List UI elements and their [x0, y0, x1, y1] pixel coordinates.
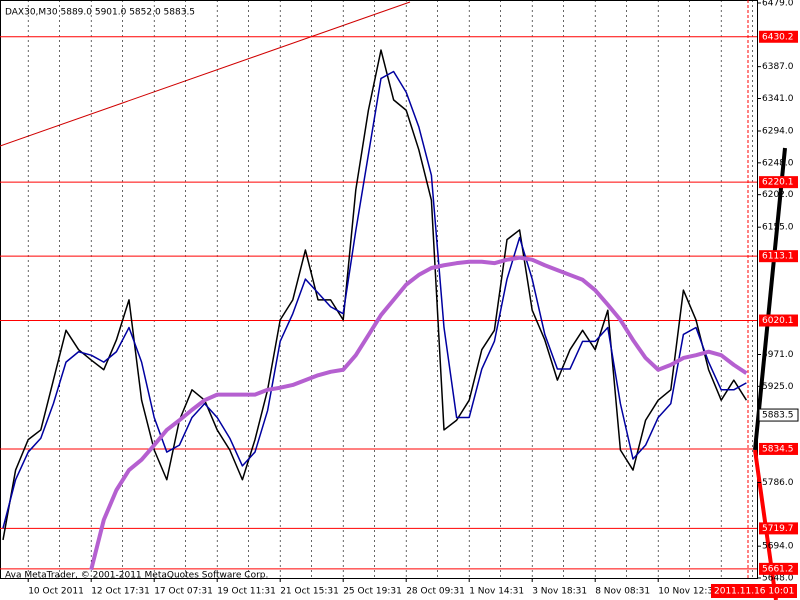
trend-line — [0, 1, 411, 147]
level-label-bg — [759, 30, 798, 43]
x-tick-label: 19 Oct 11:31 — [217, 587, 276, 597]
y-tick-label: 6479.0 — [762, 0, 794, 9]
level-label-bg — [759, 442, 798, 455]
level-label: 6020.1 — [762, 316, 794, 326]
x-tick-label: 21 Oct 15:31 — [280, 587, 339, 597]
level-label: 6113.1 — [762, 252, 794, 262]
y-tick-label: 5648.0 — [762, 574, 794, 584]
grid — [27, 0, 754, 578]
y-tick-label: 5925.0 — [762, 382, 794, 392]
level-label: 5834.5 — [762, 444, 794, 454]
x-tick-label: 28 Oct 09:31 — [406, 587, 465, 597]
chart-title: DAX30,M30 5889.0 5901.0 5852.0 5883.5 — [5, 8, 195, 18]
x-tick-label: 10 Nov 12:31 — [658, 587, 719, 597]
level-label-bg — [759, 250, 798, 263]
forecast-up — [753, 147, 787, 451]
level-label-bg — [759, 176, 798, 189]
x-tick-label: 3 Nov 18:31 — [532, 587, 587, 597]
level-label: 6220.1 — [762, 178, 794, 188]
y-tick-label: 6248.0 — [762, 158, 794, 168]
x-tick-label: 17 Oct 07:31 — [154, 587, 213, 597]
footer: Ava MetaTrader, © 2001-2011 MetaQuotes S… — [5, 571, 268, 581]
last-price-bg — [758, 408, 799, 422]
y-tick-label: 5971.0 — [762, 350, 794, 360]
level-label-bg — [759, 562, 798, 575]
y-tick-label: 6341.0 — [762, 94, 794, 104]
time-label: 2011.11.16 10:01 — [714, 587, 794, 597]
x-tick-label: 10 Oct 2011 — [28, 587, 84, 597]
series-line — [89, 255, 748, 571]
lines — [2, 49, 748, 571]
level-label: 5719.7 — [762, 524, 794, 534]
x-tick-label: 25 Oct 19:31 — [343, 587, 402, 597]
series-line — [2, 49, 748, 541]
level-label: 5661.2 — [762, 564, 794, 574]
last-price-label: 5883.5 — [762, 411, 794, 421]
level-label-bg — [759, 314, 798, 327]
x-axis: 10 Oct 2011 12 Oct 17:31 17 Oct 07:31 19 Oc… — [27, 578, 797, 598]
y-tick-label: 5694.0 — [762, 542, 794, 552]
y-axis: 6479.0 6387.0 6341.0 6294.0 6248.0 6202.0 6155… — [757, 0, 799, 584]
series-line — [2, 70, 747, 529]
time-label-bg — [711, 584, 797, 598]
y-tick-label: 6202.0 — [762, 190, 794, 200]
x-tick-label: 1 Nov 14:31 — [469, 587, 524, 597]
y-tick-label: 6155.0 — [762, 223, 794, 233]
x-tick-label: 12 Oct 17:31 — [91, 587, 150, 597]
levels — [0, 36, 757, 570]
plot-frame — [0, 0, 758, 579]
y-tick-label: 5786.0 — [762, 478, 794, 488]
level-label: 6430.2 — [762, 32, 794, 42]
y-tick-label: 6387.0 — [762, 62, 794, 72]
level-label-bg — [759, 522, 798, 535]
y-tick-label: 6294.0 — [762, 127, 794, 137]
x-tick-label: 8 Nov 08:31 — [595, 587, 650, 597]
